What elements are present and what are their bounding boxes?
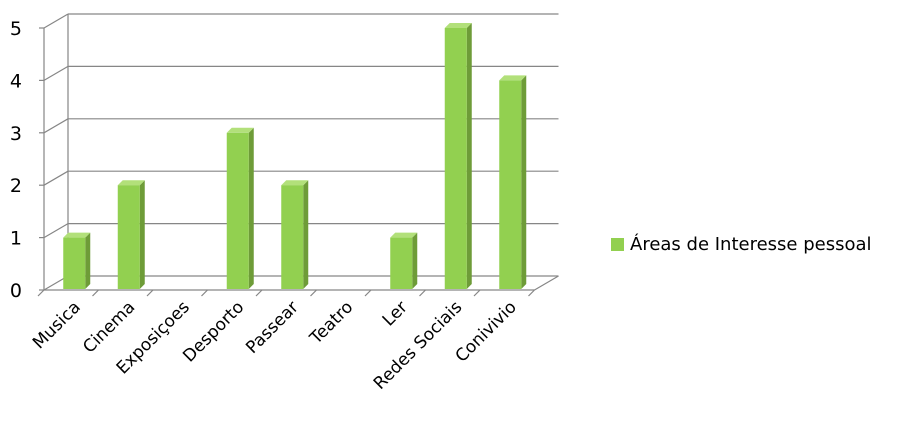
y-tick-label: 0 <box>10 280 22 302</box>
x-tick-mark <box>255 289 263 297</box>
bar <box>390 232 418 289</box>
bar <box>226 127 254 289</box>
bar <box>63 232 91 289</box>
y-tick-label: 4 <box>10 70 22 92</box>
x-tick-label: Teatro <box>306 297 358 349</box>
legend: Áreas de Interesse pessoal <box>611 234 872 255</box>
x-tick-mark <box>310 289 317 297</box>
x-tick-label: Passear <box>242 297 302 357</box>
x-tick-mark <box>146 289 154 297</box>
side-wall-line <box>43 13 69 29</box>
x-tick-mark <box>528 289 535 297</box>
bar <box>444 23 472 289</box>
x-tick-label: Musica <box>29 297 85 353</box>
x-tick-mark <box>364 289 372 297</box>
side-wall-line <box>43 118 69 134</box>
bar <box>281 180 309 289</box>
axes <box>37 14 559 297</box>
x-tick-mark <box>419 289 426 297</box>
y-tick-label: 3 <box>10 123 22 145</box>
y-tick-labels: 0 1 2 3 4 5 <box>10 18 22 302</box>
x-tick-mark <box>473 289 481 297</box>
legend-label: Áreas de Interesse pessoal <box>630 234 872 255</box>
side-wall-line <box>43 170 69 186</box>
y-tick-label: 2 <box>10 175 22 197</box>
bars <box>63 23 527 290</box>
bar <box>117 180 145 289</box>
gridlines <box>43 13 559 291</box>
y-tick-label: 1 <box>10 228 22 250</box>
y-tick-label: 5 <box>10 18 22 40</box>
side-wall-line <box>43 65 69 81</box>
side-wall-line <box>43 223 69 239</box>
x-tick-mark <box>92 289 99 297</box>
x-tick-mark <box>37 289 45 297</box>
x-tick-mark <box>201 289 208 297</box>
legend-swatch <box>611 238 624 251</box>
bar <box>499 75 527 290</box>
x-tick-label: Ler <box>379 297 412 330</box>
floor-edge <box>534 275 559 291</box>
